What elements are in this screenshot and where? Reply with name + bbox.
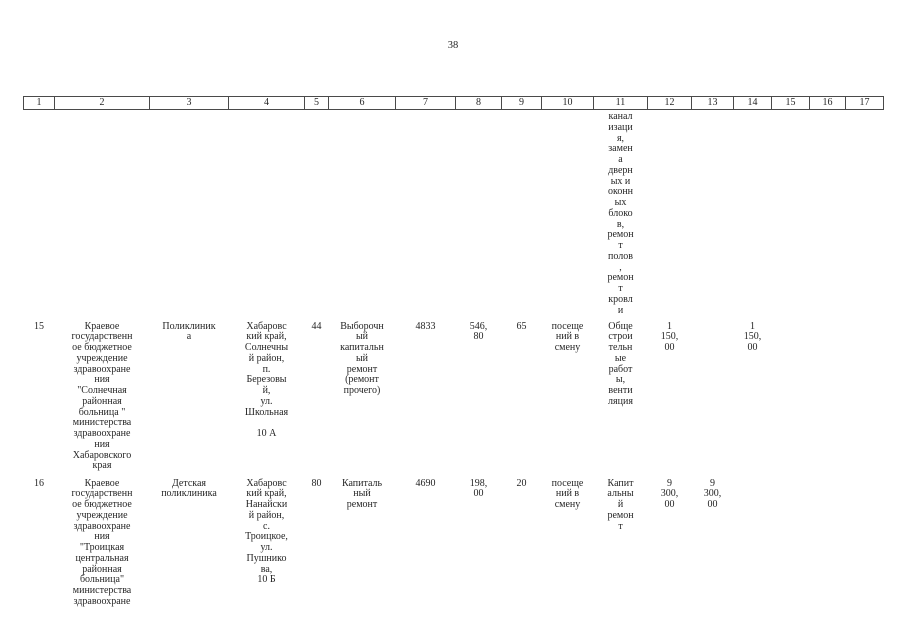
cell-r16-number: 16 bbox=[34, 477, 44, 489]
cell-r16-c5: 80 bbox=[311, 477, 322, 489]
cell-r15-institution: Краевое государственн ое бюджетное учреж… bbox=[71, 320, 133, 472]
header-cell-16: 16 bbox=[809, 96, 846, 110]
cell-cont-c17 bbox=[846, 110, 884, 317]
cell-r16-subdivision: Детская поликлиника bbox=[161, 477, 217, 500]
cell-cont-c4 bbox=[229, 110, 305, 317]
column-number-row: 1 2 3 4 5 6 7 8 9 10 11 12 13 14 15 16 1… bbox=[23, 96, 884, 110]
cell-cont-c6 bbox=[329, 110, 396, 317]
cell-r15-unit: посеще ний в смену bbox=[551, 320, 584, 353]
cell-r16-work-kind: Капиталь ный ремонт bbox=[341, 477, 383, 510]
header-cell-15: 15 bbox=[771, 96, 810, 110]
header-cell-5: 5 bbox=[304, 96, 329, 110]
header-cell-2: 2 bbox=[54, 96, 150, 110]
cell-r15-c8: 546, 80 bbox=[469, 320, 488, 343]
cell-cont-c12 bbox=[648, 110, 692, 317]
cell-r15-address: Хабаровс кий край, Солнечны й район, п. … bbox=[244, 320, 289, 439]
cell-r15-c17 bbox=[846, 317, 884, 474]
header-cell-8: 8 bbox=[455, 96, 502, 110]
header-cell-13: 13 bbox=[691, 96, 734, 110]
cell-cont-c9 bbox=[502, 110, 542, 317]
cell-cont-c15 bbox=[772, 110, 810, 317]
cell-cont-c5 bbox=[305, 110, 329, 317]
header-cell-17: 17 bbox=[845, 96, 884, 110]
header-cell-10: 10 bbox=[541, 96, 594, 110]
cell-r15-c5: 44 bbox=[311, 320, 322, 332]
cell-cont-c10 bbox=[542, 110, 594, 317]
cell-r15-c16 bbox=[810, 317, 846, 474]
header-cell-14: 14 bbox=[733, 96, 772, 110]
cell-cont-c13 bbox=[692, 110, 734, 317]
cell-cont-c3 bbox=[150, 110, 229, 317]
cell-r15-subdivision: Поликлиник а bbox=[162, 320, 216, 343]
cell-cont-c2 bbox=[55, 110, 150, 317]
cell-r16-c13: 9 300, 00 bbox=[703, 477, 722, 510]
page-number: 38 bbox=[447, 40, 459, 51]
cell-r16-c14 bbox=[734, 474, 772, 608]
cell-r16-works: Капит альны й ремон т bbox=[607, 477, 634, 532]
cell-r15-works: Обще строи тельн ые работ ы, венти ляция bbox=[608, 320, 633, 407]
cell-r16-address: Хабаровс кий край, Нанайски й район, с. … bbox=[245, 477, 288, 586]
cell-r15-c9: 65 bbox=[516, 320, 527, 332]
cell-r15-c13 bbox=[692, 317, 734, 474]
cell-r15-work-kind: Выборочн ый капитальн ый ремонт (ремонт … bbox=[340, 320, 384, 396]
header-cell-1: 1 bbox=[23, 96, 55, 110]
cell-cont-c14 bbox=[734, 110, 772, 317]
header-cell-3: 3 bbox=[149, 96, 229, 110]
header-cell-11: 11 bbox=[593, 96, 648, 110]
cell-r16-c12: 9 300, 00 bbox=[660, 477, 679, 510]
header-cell-12: 12 bbox=[647, 96, 692, 110]
cell-r16-institution: Краевое государственн ое бюджетное учреж… bbox=[71, 477, 133, 607]
cell-cont-c7 bbox=[396, 110, 456, 317]
cell-cont-c11: канал изаци я, замен а дверн ых и оконн … bbox=[607, 111, 634, 316]
table-row-16: 16 Краевое государственн ое бюджетное уч… bbox=[24, 474, 884, 608]
cell-r15-number: 15 bbox=[34, 320, 44, 332]
cell-r16-c15 bbox=[772, 474, 810, 608]
cell-r16-unit: посеще ний в смену bbox=[551, 477, 584, 510]
cell-r16-c9: 20 bbox=[516, 477, 527, 489]
header-cell-7: 7 bbox=[395, 96, 456, 110]
cell-r16-c17 bbox=[846, 474, 884, 608]
cell-r16-c8: 198, 00 bbox=[469, 477, 488, 500]
cell-r16-c16 bbox=[810, 474, 846, 608]
works-table: 1 2 3 4 5 6 7 8 9 10 11 12 13 14 15 16 1… bbox=[23, 96, 884, 608]
table-row-15: 15 Краевое государственн ое бюджетное уч… bbox=[24, 317, 884, 474]
cell-r15-c15 bbox=[772, 317, 810, 474]
header-cell-9: 9 bbox=[501, 96, 542, 110]
cell-r15-c14: 1 150, 00 bbox=[743, 320, 762, 353]
cell-r15-c12: 1 150, 00 bbox=[660, 320, 679, 353]
cell-r16-c7: 4690 bbox=[415, 477, 436, 489]
carryover-row: канал изаци я, замен а дверн ых и оконн … bbox=[24, 110, 884, 317]
cell-r15-c7: 4833 bbox=[415, 320, 436, 332]
cell-cont-c1 bbox=[24, 110, 55, 317]
header-cell-4: 4 bbox=[228, 96, 305, 110]
header-cell-6: 6 bbox=[328, 96, 396, 110]
cell-cont-c8 bbox=[456, 110, 502, 317]
cell-cont-c16 bbox=[810, 110, 846, 317]
